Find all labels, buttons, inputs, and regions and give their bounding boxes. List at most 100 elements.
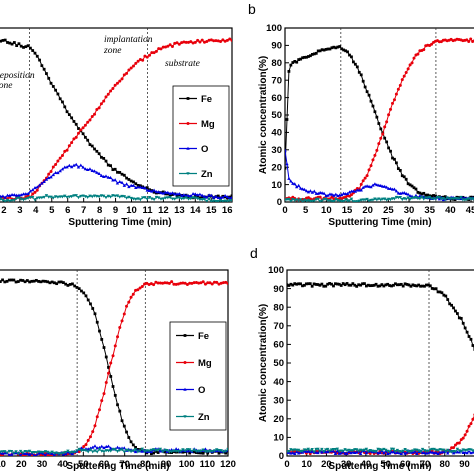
data-point-o xyxy=(373,182,377,186)
data-point-fe xyxy=(181,450,185,454)
data-point-mg xyxy=(33,190,37,194)
data-point-zn xyxy=(93,449,97,453)
data-point-mg xyxy=(125,304,129,308)
data-point-zn xyxy=(147,449,151,453)
data-point-mg xyxy=(170,280,174,284)
data-point-o xyxy=(122,183,127,187)
data-point-mg xyxy=(141,58,145,62)
x-tick-label: 40 xyxy=(445,205,456,216)
data-point-mg xyxy=(225,38,229,42)
legend: Fe Mg O Zn xyxy=(169,321,227,431)
data-point-mg xyxy=(145,281,149,285)
data-point-zn xyxy=(343,198,348,202)
data-point-zn xyxy=(414,196,418,200)
data-point-fe xyxy=(29,46,32,50)
data-point-zn xyxy=(384,448,388,452)
data-point-zn xyxy=(205,199,209,202)
data-point-fe xyxy=(187,195,190,199)
x-axis-title: Sputtering Time (min) xyxy=(328,217,431,228)
data-point-zn xyxy=(453,450,458,454)
x-axis-title: Sputtering Time (min) xyxy=(328,461,431,472)
data-point-zn xyxy=(69,195,74,199)
data-point-mg xyxy=(154,280,158,284)
data-point-mg xyxy=(122,73,126,77)
data-point-zn xyxy=(142,450,147,454)
data-point-fe xyxy=(109,375,113,378)
data-point-zn xyxy=(375,198,379,202)
data-point-zn xyxy=(42,195,46,199)
data-point-fe xyxy=(471,344,474,347)
data-point-fe xyxy=(304,282,308,286)
data-point-zn xyxy=(88,448,93,452)
data-point-o xyxy=(341,191,346,195)
data-point-o xyxy=(118,179,122,184)
data-point-zn xyxy=(9,450,14,454)
data-point-fe xyxy=(384,283,388,287)
x-axis-title: Sputtering Time (min) xyxy=(66,461,169,472)
data-point-zn xyxy=(95,450,99,454)
data-point-mg xyxy=(131,64,135,68)
data-point-mg xyxy=(90,114,94,118)
data-point-zn xyxy=(425,196,430,200)
data-point-mg xyxy=(404,71,408,75)
panel-a: 2 3 4 5 6 7 8 9 10 11 12 13 14 15 16 Sputtering Time (m… xyxy=(0,27,233,228)
data-point-mg xyxy=(377,142,381,146)
data-point-o xyxy=(384,185,389,189)
data-point-o xyxy=(95,170,99,174)
data-point-zn xyxy=(201,448,205,452)
data-point-mg xyxy=(200,38,204,42)
data-point-o xyxy=(351,189,356,193)
data-point-zn xyxy=(26,196,30,200)
data-point-zn xyxy=(115,194,120,198)
x-tick-label: 50 xyxy=(78,459,89,470)
data-point-mg xyxy=(465,429,469,433)
data-point-mg xyxy=(82,445,86,449)
data-point-mg xyxy=(154,49,158,53)
data-point-zn xyxy=(366,449,371,453)
data-point-zn xyxy=(300,200,305,202)
data-point-mg xyxy=(168,43,172,47)
panel-letter-b: b xyxy=(248,1,256,17)
data-point-o xyxy=(104,174,108,178)
data-point-o xyxy=(143,186,147,190)
data-point-zn xyxy=(75,449,79,453)
data-point-fe xyxy=(149,452,153,456)
x-tick-label: 30 xyxy=(341,459,352,470)
data-point-mg xyxy=(223,39,227,43)
data-point-zn xyxy=(72,194,76,198)
legend-marker xyxy=(186,97,190,100)
data-point-fe xyxy=(58,97,62,101)
data-point-o xyxy=(76,165,81,169)
data-point-zn xyxy=(190,449,194,453)
data-point-fe xyxy=(363,85,367,89)
data-point-mg xyxy=(214,39,218,43)
y-tick-label: 70 xyxy=(273,321,284,332)
data-point-zn xyxy=(149,448,154,452)
data-point-zn xyxy=(298,198,303,202)
data-point-fe xyxy=(24,45,28,49)
legend-marker xyxy=(186,122,190,125)
data-point-zn xyxy=(66,449,70,453)
data-point-o xyxy=(79,446,84,450)
data-point-mg xyxy=(152,51,156,55)
data-point-zn xyxy=(410,196,414,200)
data-point-o xyxy=(298,186,303,190)
data-point-o xyxy=(207,193,211,197)
data-point-zn xyxy=(52,451,57,455)
data-point-o xyxy=(465,451,469,455)
data-point-zn xyxy=(175,196,179,200)
data-point-zn xyxy=(167,450,172,454)
data-point-o xyxy=(43,453,47,456)
data-point-o xyxy=(403,451,407,455)
data-point-fe xyxy=(312,282,316,286)
data-point-zn xyxy=(192,448,196,452)
data-point-o xyxy=(156,190,161,194)
data-point-o xyxy=(161,191,165,195)
data-point-mg xyxy=(400,78,404,82)
data-point-fe xyxy=(399,282,403,286)
data-point-zn xyxy=(102,194,106,198)
data-point-zn xyxy=(404,197,408,201)
data-point-fe xyxy=(287,284,291,287)
data-point-fe xyxy=(395,283,399,287)
